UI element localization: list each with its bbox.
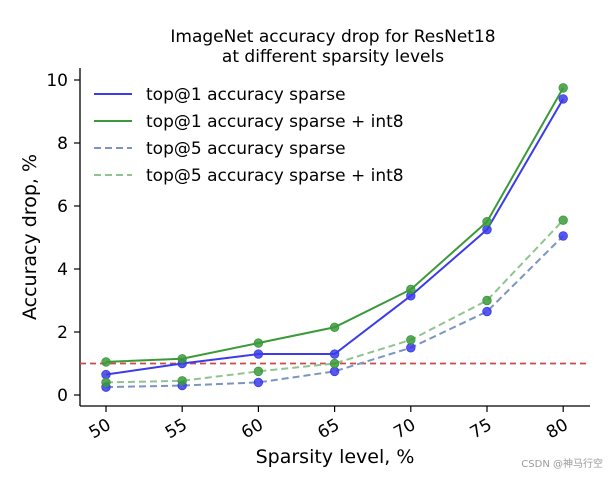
x-ticks: 50 55 60 65 70 75 80 [86, 406, 572, 443]
data-point [482, 306, 492, 317]
x-tick-label: 75 [467, 415, 496, 443]
x-tick-label: 60 [238, 415, 267, 443]
data-point [253, 366, 264, 377]
data-point [482, 217, 492, 227]
data-point [482, 295, 492, 306]
chart-title-line-1: ImageNet accuracy drop for ResNet18 [170, 27, 495, 47]
data-point [558, 215, 568, 225]
data-point [101, 377, 111, 388]
data-point [558, 83, 568, 93]
chart-title-line-2: at different sparsity levels [222, 47, 444, 67]
legend-label: top@1 accuracy sparse [146, 85, 346, 105]
chart-title: ImageNet accuracy drop for ResNet18 at d… [170, 27, 495, 67]
data-point [558, 94, 568, 104]
legend-label: top@1 accuracy sparse + int8 [146, 112, 404, 132]
data-point [177, 376, 187, 386]
y-tick-label: 6 [57, 197, 68, 217]
x-tick-label: 80 [543, 415, 572, 443]
data-point [101, 357, 111, 367]
data-point [329, 322, 340, 332]
y-tick-label: 2 [57, 323, 68, 343]
data-point [329, 349, 340, 359]
x-tick-label: 50 [86, 415, 115, 443]
legend: top@1 accuracy sparse top@1 accuracy spar… [94, 85, 404, 186]
data-point [558, 231, 568, 241]
legend-label: top@5 accuracy sparse + int8 [146, 166, 404, 186]
series-group [101, 83, 568, 392]
x-tick-label: 70 [391, 415, 420, 443]
x-tick-label: 55 [162, 415, 191, 443]
data-point [253, 377, 264, 388]
y-ticks: 0 2 4 6 8 10 [46, 71, 80, 406]
y-axis-label: Accuracy drop, % [19, 154, 41, 320]
y-tick-label: 0 [57, 386, 68, 406]
data-point [253, 349, 264, 359]
data-point [406, 343, 416, 353]
data-point [177, 354, 187, 364]
data-point [482, 224, 492, 235]
y-tick-label: 8 [57, 134, 68, 154]
watermark: CSDN @神马行空 [521, 459, 603, 470]
data-point [329, 366, 340, 377]
data-point [253, 338, 264, 348]
y-tick-label: 10 [46, 71, 68, 91]
data-point [406, 284, 416, 295]
y-tick-label: 4 [57, 260, 68, 280]
data-point [329, 358, 340, 369]
legend-label: top@5 accuracy sparse [146, 139, 346, 159]
x-axis-label: Sparsity level, % [256, 446, 415, 468]
data-point [406, 335, 416, 345]
x-tick-label: 65 [314, 415, 343, 443]
data-point [101, 369, 111, 380]
